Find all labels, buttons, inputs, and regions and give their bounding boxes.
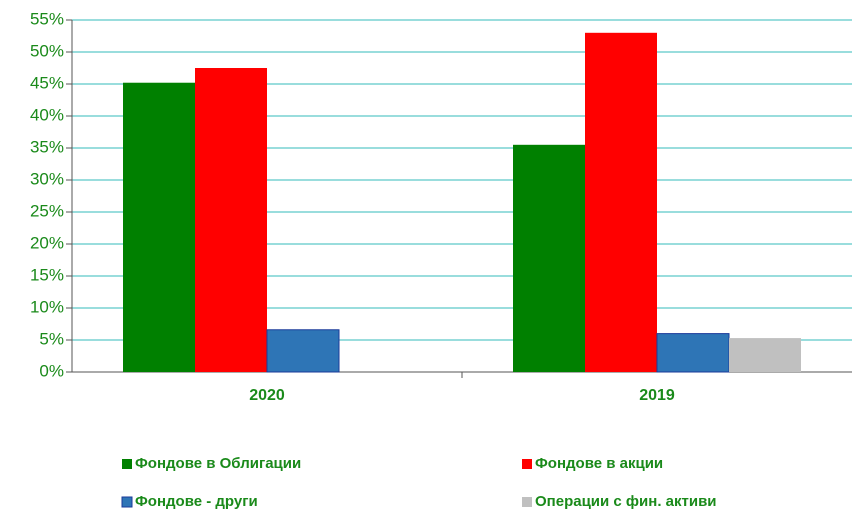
legend-swatch: [522, 459, 532, 469]
y-tick-label: 5%: [39, 329, 64, 348]
y-tick-label: 55%: [30, 9, 64, 28]
y-tick-label: 15%: [30, 265, 64, 284]
y-tick-label: 0%: [39, 361, 64, 380]
y-tick-label: 25%: [30, 201, 64, 220]
legend-label: Фондове в Облигации: [135, 455, 301, 472]
bar: [729, 338, 801, 372]
x-tick-label: 2020: [249, 387, 285, 404]
legend-label: Операции с фин. активи: [535, 493, 717, 510]
bar: [123, 82, 195, 372]
legend-swatch: [122, 459, 132, 469]
bar: [513, 144, 585, 372]
y-tick-label: 20%: [30, 233, 64, 252]
bar: [656, 333, 730, 373]
bar: [585, 32, 657, 373]
y-tick-label: 10%: [30, 297, 64, 316]
bar: [266, 329, 340, 373]
bar: [195, 68, 267, 372]
y-tick-label: 40%: [30, 105, 64, 124]
legend-label: Фондове - други: [135, 493, 258, 510]
y-tick-label: 35%: [30, 137, 64, 156]
legend-swatch: [522, 497, 532, 507]
legend-swatch: [121, 496, 133, 508]
x-tick-label: 2019: [639, 387, 675, 404]
y-tick-label: 50%: [30, 41, 64, 60]
y-tick-label: 30%: [30, 169, 64, 188]
legend-label: Фондове в акции: [535, 455, 663, 472]
y-tick-label: 45%: [30, 73, 64, 92]
